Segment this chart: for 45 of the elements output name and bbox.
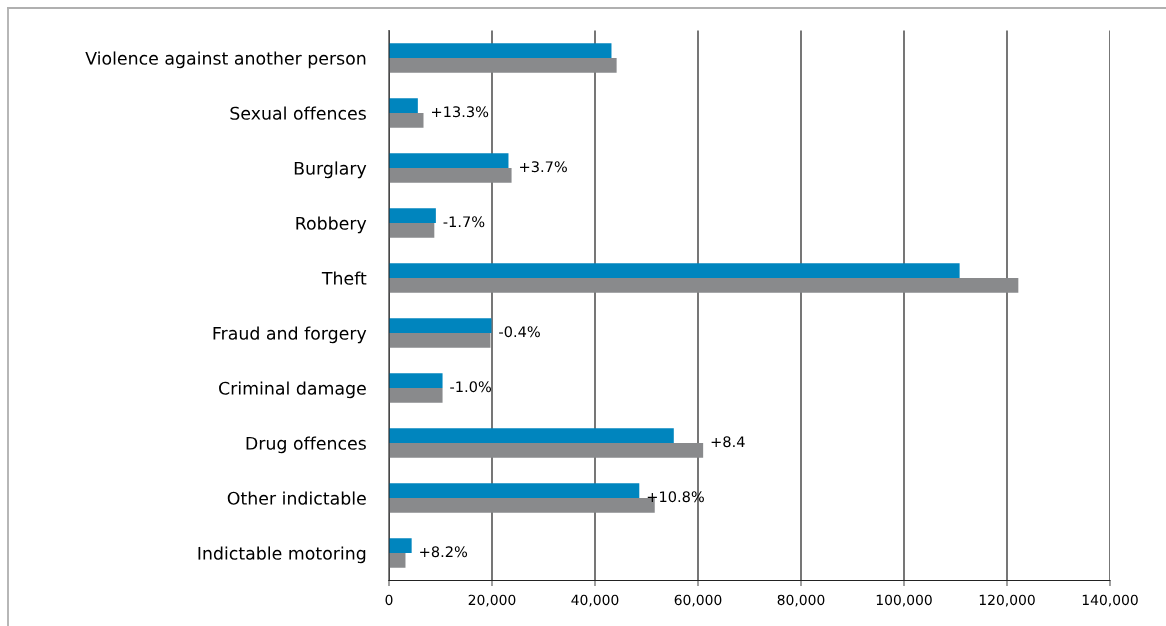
x-tick-label: 40,000 <box>571 594 619 607</box>
y-tick-label: Drug offences <box>246 436 366 454</box>
x-tick-label: 100,000 <box>876 594 932 607</box>
x-tick-label: 60,000 <box>674 594 722 607</box>
y-tick-label: Theft <box>321 271 367 285</box>
bar <box>389 43 612 58</box>
x-tick-label: 80,000 <box>777 594 825 607</box>
bar <box>389 153 509 168</box>
bar <box>389 333 491 348</box>
bar <box>389 538 412 553</box>
bar <box>389 483 640 498</box>
annotation: -1.0% <box>450 381 492 393</box>
bar <box>389 428 674 443</box>
x-tick-label: 20,000 <box>468 594 516 607</box>
bar <box>389 113 424 128</box>
bar <box>389 168 512 183</box>
y-tick-label: Fraud and forgery <box>213 326 367 344</box>
y-tick-label: Indictable motoring <box>198 546 366 564</box>
x-tick-label: 120,000 <box>979 594 1035 607</box>
bar <box>389 373 443 388</box>
bar <box>389 443 704 458</box>
annotation: +8.4 <box>711 436 745 448</box>
bar <box>389 388 443 403</box>
bar <box>389 318 492 333</box>
bar <box>389 223 435 238</box>
y-tick-label: Burglary <box>294 161 367 179</box>
bar <box>389 58 617 73</box>
y-tick-label: Robbery <box>296 216 367 234</box>
bar <box>389 263 960 278</box>
annotation: +13.3% <box>431 106 489 118</box>
bar <box>389 98 418 113</box>
annotation: -0.4% <box>499 326 540 338</box>
x-tick-label: 0 <box>385 594 393 606</box>
annotation: -1.7% <box>443 216 485 228</box>
annotation: +3.7% <box>520 161 567 173</box>
y-tick-label: Criminal damage <box>219 381 366 399</box>
bar <box>389 278 1019 293</box>
y-tick-label: Sexual offences <box>230 106 366 120</box>
y-tick-label: Other indictable <box>227 491 366 505</box>
annotation: +10.8% <box>647 491 704 503</box>
bar <box>389 208 436 223</box>
annotation: +8.2% <box>420 546 468 558</box>
x-tick-label: 140,000 <box>1082 594 1138 607</box>
y-tick-label: Violence against another person <box>85 51 366 69</box>
bar <box>389 553 406 568</box>
